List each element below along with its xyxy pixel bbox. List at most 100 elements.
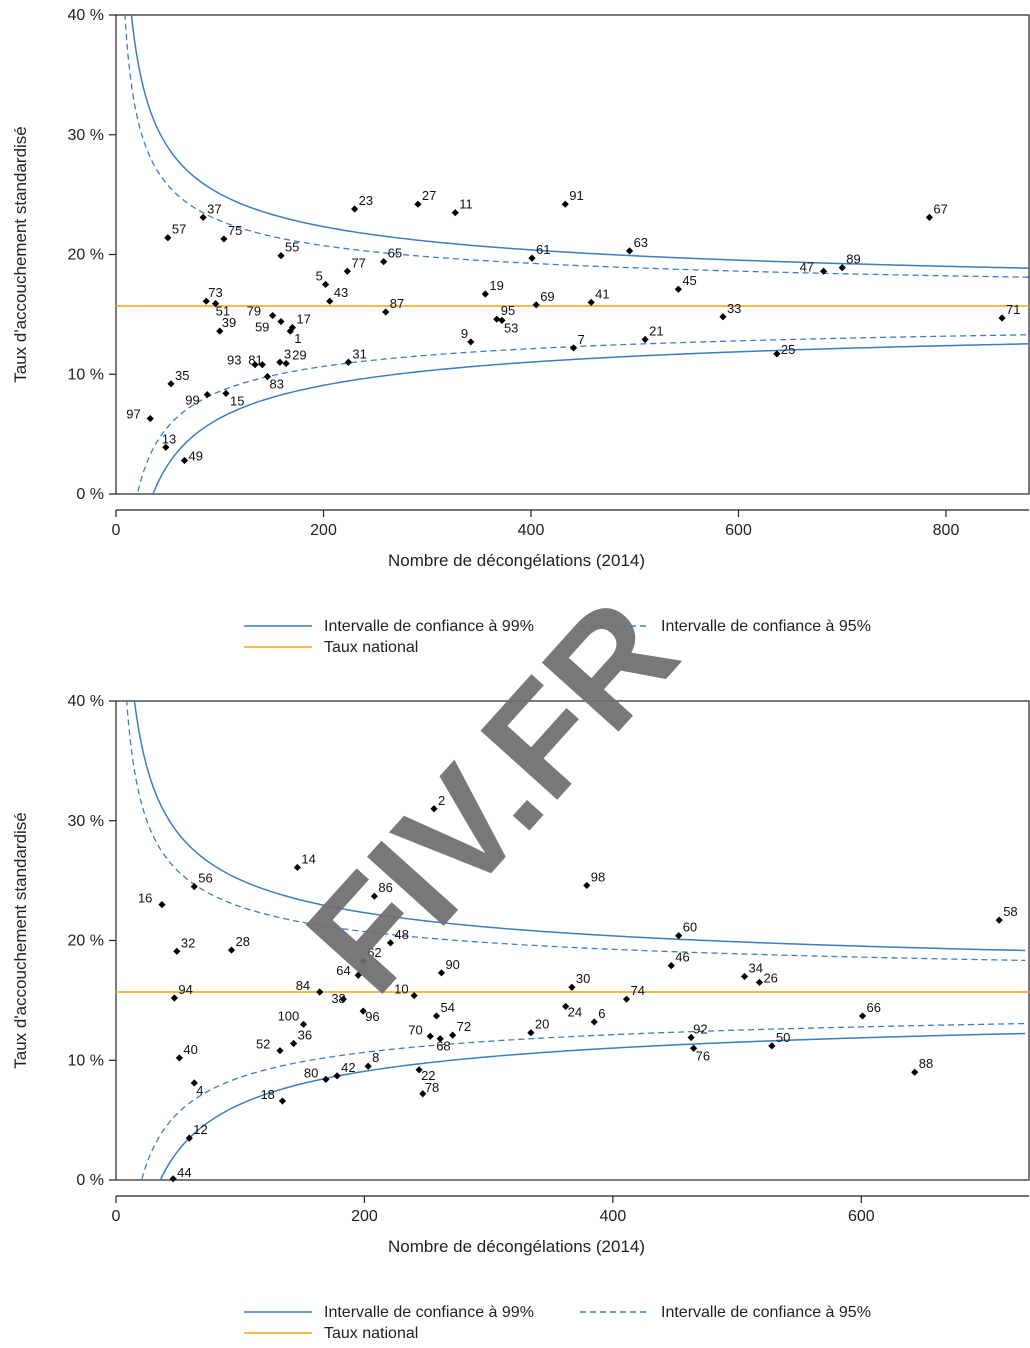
- data-point: [467, 338, 475, 346]
- y-tick-label: 20 %: [68, 247, 104, 264]
- chart-bottom: 0 % 10 % 20 % 30 % 40 % 0 200 400 600 Nombre de d…: [11, 693, 1030, 1256]
- data-point: [339, 995, 347, 1003]
- point-label: 10: [394, 982, 408, 997]
- point-label: 32: [181, 935, 195, 950]
- point-label: 46: [675, 950, 689, 965]
- point-label: 23: [359, 193, 373, 208]
- data-point: [426, 1032, 434, 1040]
- data-point: [175, 1054, 183, 1062]
- data-point: [190, 883, 198, 891]
- data-point: [858, 1012, 867, 1020]
- ci95-upper: [124, 15, 1029, 278]
- data-point: [173, 947, 181, 955]
- y-tick-label: 40 %: [68, 693, 104, 710]
- point-label: 86: [378, 880, 392, 895]
- data-point: [382, 308, 390, 316]
- point-label: 24: [568, 1004, 582, 1019]
- point-label: 29: [292, 347, 306, 362]
- data-point: [437, 969, 446, 977]
- data-point: [532, 301, 540, 309]
- point-label: 4: [196, 1083, 203, 1098]
- data-point: [380, 258, 388, 266]
- plot-frame: [115, 14, 1030, 495]
- data-point: [667, 962, 675, 970]
- x-tick-label: 0: [112, 522, 121, 539]
- data-point: [227, 946, 236, 954]
- point-label: 93: [227, 353, 241, 368]
- data-point: [432, 1012, 441, 1020]
- x-tick-label: 400: [600, 1208, 627, 1225]
- point-label: 1: [294, 331, 301, 346]
- y-tick-label: 0 %: [76, 1172, 104, 1189]
- plot-area: [116, 701, 1029, 1180]
- data-point: [690, 1044, 698, 1052]
- point-label: 33: [727, 301, 741, 316]
- data-point: [277, 317, 285, 326]
- data-point: [167, 380, 175, 388]
- data-point: [364, 1062, 372, 1070]
- data-point: [925, 213, 933, 221]
- legend-ci95-label: Intervalle de confiance à 95%: [661, 1304, 871, 1321]
- point-label: 78: [425, 1080, 439, 1095]
- data-point: [164, 234, 172, 242]
- point-label: 69: [540, 289, 554, 304]
- data-point: [282, 359, 290, 368]
- point-label: 55: [285, 240, 299, 255]
- data-point: [410, 991, 418, 1000]
- point-label: 54: [440, 1000, 454, 1015]
- ci99-lower: [152, 343, 1029, 494]
- point-label: 44: [177, 1165, 191, 1180]
- point-label: 59: [255, 320, 269, 335]
- data-point: [290, 1039, 298, 1048]
- data-point: [286, 327, 294, 335]
- data-point: [414, 200, 422, 208]
- point-label: 81: [248, 353, 262, 368]
- data-point: [740, 972, 749, 981]
- legend-ci99-label: Intervalle de confiance à 99%: [324, 1304, 534, 1321]
- point-label: 96: [365, 1009, 379, 1024]
- data-point: [562, 1002, 570, 1010]
- ci99-upper: [130, 15, 1029, 269]
- ci95-upper: [126, 701, 1026, 962]
- x-axis-label: Nombre de décongélations (2014): [388, 551, 645, 570]
- data-point: [278, 1097, 287, 1105]
- data-point: [415, 1066, 423, 1074]
- point-label: 74: [631, 983, 645, 998]
- point-label: 40: [183, 1042, 197, 1057]
- point-label: 15: [230, 393, 244, 408]
- data-point: [451, 208, 459, 217]
- ci99-lower: [159, 1032, 1026, 1180]
- data-point: [386, 939, 395, 947]
- point-label: 70: [408, 1022, 422, 1037]
- point-label: 53: [504, 320, 518, 335]
- y-tick-label: 0 %: [76, 486, 104, 503]
- point-label: 45: [682, 273, 696, 288]
- point-label: 37: [207, 201, 221, 216]
- legend-ci99-label: Intervalle de confiance à 99%: [324, 618, 534, 635]
- x-tick-label: 800: [933, 522, 960, 539]
- data-point: [911, 1068, 919, 1076]
- point-label: 39: [222, 315, 236, 330]
- data-point: [216, 327, 224, 335]
- data-point: [998, 314, 1006, 322]
- data-point: [251, 361, 259, 369]
- data-point: [258, 361, 266, 369]
- ci95-lower: [136, 334, 1029, 494]
- point-label: 5: [316, 268, 323, 283]
- legend-national-label: Taux national: [324, 1325, 418, 1342]
- point-label: 80: [304, 1065, 318, 1080]
- point-label: 64: [336, 963, 350, 978]
- point-label: 22: [421, 1068, 435, 1083]
- point-label: 25: [781, 342, 795, 357]
- point-label: 63: [634, 235, 648, 250]
- ci95-lower: [140, 1022, 1026, 1180]
- data-point: [322, 1075, 330, 1084]
- data-point: [755, 978, 764, 987]
- data-point: [493, 315, 501, 323]
- data-point: [687, 1033, 695, 1042]
- point-label: 90: [445, 957, 459, 972]
- data-point: [203, 391, 211, 399]
- data-point: [321, 280, 330, 289]
- data-point: [370, 892, 378, 900]
- legend-national-label: Taux national: [324, 639, 418, 656]
